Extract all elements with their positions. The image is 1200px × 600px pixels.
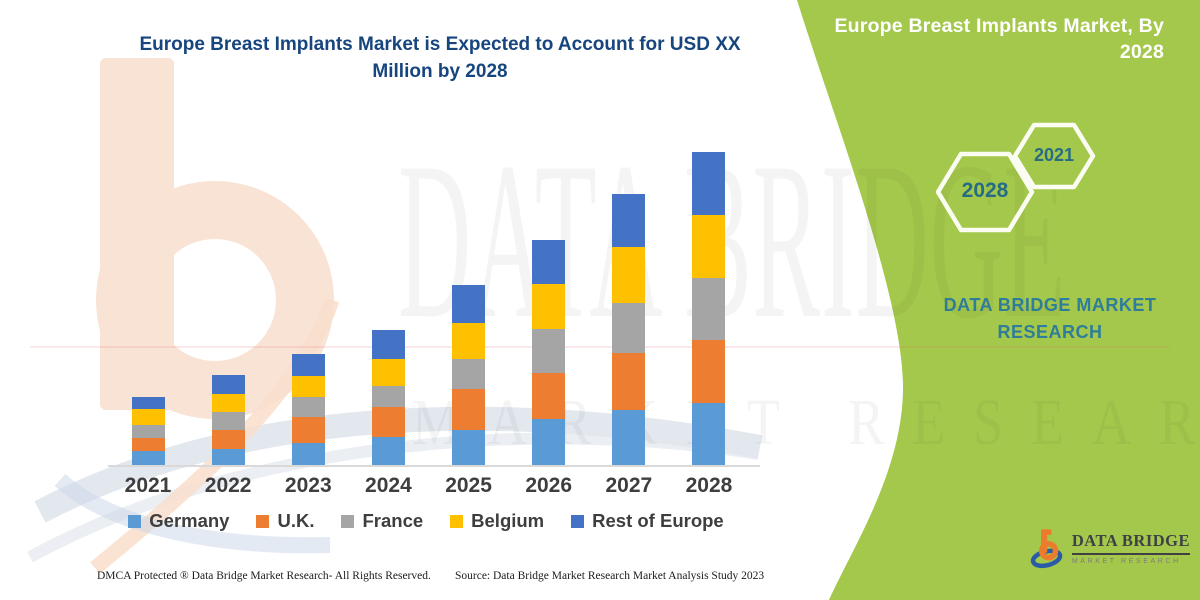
bar-segment-2025-rest-of-europe (452, 284, 486, 324)
legend-item-france: France (341, 510, 423, 532)
hexagon-year-2021: 2021 (1033, 145, 1075, 165)
bar-segment-2023-belgium (291, 375, 325, 398)
dbmr-logo: DATA BRIDGE MARKET RESEARCH (1030, 516, 1190, 580)
watermark-pink-line (30, 346, 1170, 348)
brand-text: DATA BRIDGE MARKET RESEARCH (943, 295, 1157, 342)
bar-segment-2025-u-k- (452, 389, 486, 430)
x-axis-label-2028: 2028 (685, 474, 733, 497)
bar-segment-2022-u-k- (211, 429, 245, 449)
stacked-bar-2023 (291, 353, 325, 466)
x-axis-label-2027: 2027 (605, 474, 653, 497)
bar-segment-2026-u-k- (532, 372, 566, 420)
x-axis-label-2026: 2026 (525, 474, 573, 497)
legend-swatch (128, 514, 142, 528)
bar-segment-2021-germany (131, 450, 165, 466)
bar-segment-2025-belgium (452, 323, 486, 359)
x-axis-line (108, 465, 760, 467)
bar-segment-2022-germany (211, 448, 245, 466)
bar-segment-2021-belgium (131, 409, 165, 425)
bar-segment-2026-france (532, 329, 566, 373)
legend-label: Rest of Europe (592, 510, 724, 531)
legend-swatch (571, 514, 585, 528)
bar-segment-2028-germany (692, 403, 726, 466)
x-axis-label-2024: 2024 (365, 474, 412, 497)
legend-item-belgium: Belgium (450, 510, 544, 532)
bar-segment-2024-u-k- (371, 407, 405, 437)
bar-segment-2024-france (371, 386, 405, 408)
bar-segment-2027-belgium (612, 247, 646, 303)
bar-segment-2028-rest-of-europe (692, 152, 726, 215)
bar-segment-2027-rest-of-europe (612, 193, 646, 248)
bar-segment-2026-belgium (532, 283, 566, 330)
bar-segment-2025-germany (452, 429, 486, 466)
bar-segment-2025-france (452, 358, 486, 390)
stacked-bar-2021 (131, 397, 165, 466)
side-panel-title: Europe Breast Implants Market, By 2028 (834, 15, 1164, 64)
dbmr-logo-rule (1071, 553, 1190, 555)
x-axis-label-2023: 2023 (284, 474, 332, 497)
legend-label: France (362, 510, 424, 531)
bar-segment-2026-rest-of-europe (532, 240, 566, 284)
footer-source-text: Source: Data Bridge Market Research Mark… (455, 570, 765, 582)
bar-segment-2022-belgium (211, 394, 245, 413)
bar-segment-2027-u-k- (612, 352, 646, 411)
stacked-bar-2027 (612, 193, 646, 466)
stacked-bar-2022 (211, 374, 245, 466)
legend: Germany U.K. France Belgium Rest of Europe (90, 510, 762, 532)
bar-segment-2023-france (291, 397, 325, 418)
legend-swatch (450, 514, 464, 528)
bar-segment-2026-germany (532, 419, 566, 466)
x-axis-label-2022: 2022 (204, 474, 252, 497)
x-axis-label-2021: 2021 (124, 474, 172, 497)
bar-segment-2021-rest-of-europe (131, 397, 165, 410)
bar-segment-2023-germany (291, 442, 325, 466)
bar-segment-2028-belgium (692, 214, 726, 278)
footer-dmca-text: DMCA Protected ® Data Bridge Market Rese… (97, 570, 431, 582)
bar-segment-2022-rest-of-europe (211, 374, 245, 395)
stacked-bar-2024 (371, 330, 405, 466)
bar-segment-2024-rest-of-europe (371, 330, 405, 359)
legend-item-rest-of-europe: Rest of Europe (571, 510, 724, 532)
legend-item-germany: Germany (128, 510, 229, 532)
dbmr-logo-subtitle: MARKET RESEARCH (1071, 557, 1181, 565)
bar-segment-2022-france (211, 412, 245, 430)
legend-item-u-k-: U.K. (256, 510, 314, 532)
legend-swatch (256, 514, 270, 528)
bar-segment-2024-germany (371, 436, 405, 466)
dbmr-logo-title: DATA BRIDGE (1071, 531, 1190, 551)
hexagon-year-2028: 2028 (961, 179, 1009, 202)
page-title: Europe Breast Implants Market is Expecte… (139, 34, 741, 82)
bar-segment-2028-u-k- (692, 340, 726, 404)
x-axis-label-2025: 2025 (445, 474, 492, 497)
legend-label: Germany (149, 510, 230, 531)
legend-label: Belgium (471, 510, 545, 531)
bar-segment-2023-rest-of-europe (291, 353, 325, 376)
dbmr-logo-icon (1030, 529, 1063, 569)
bar-segment-2021-u-k- (131, 437, 165, 451)
hexagon-graphic (935, 122, 1096, 233)
bar-segment-2023-u-k- (291, 417, 325, 443)
legend-label: U.K. (277, 510, 315, 531)
bar-segment-2027-france (612, 302, 646, 353)
stacked-bar-2025 (452, 284, 486, 466)
legend-swatch (341, 514, 355, 528)
watermark-text-line2: MARKET RESEARCH (412, 386, 1200, 459)
bar-segment-2024-belgium (371, 358, 405, 387)
bar-segment-2027-germany (612, 410, 646, 466)
bar-segment-2021-france (131, 424, 165, 438)
stacked-bar-2026 (532, 240, 566, 466)
stacked-bar-2028 (692, 152, 726, 466)
bar-segment-2028-france (692, 277, 726, 341)
